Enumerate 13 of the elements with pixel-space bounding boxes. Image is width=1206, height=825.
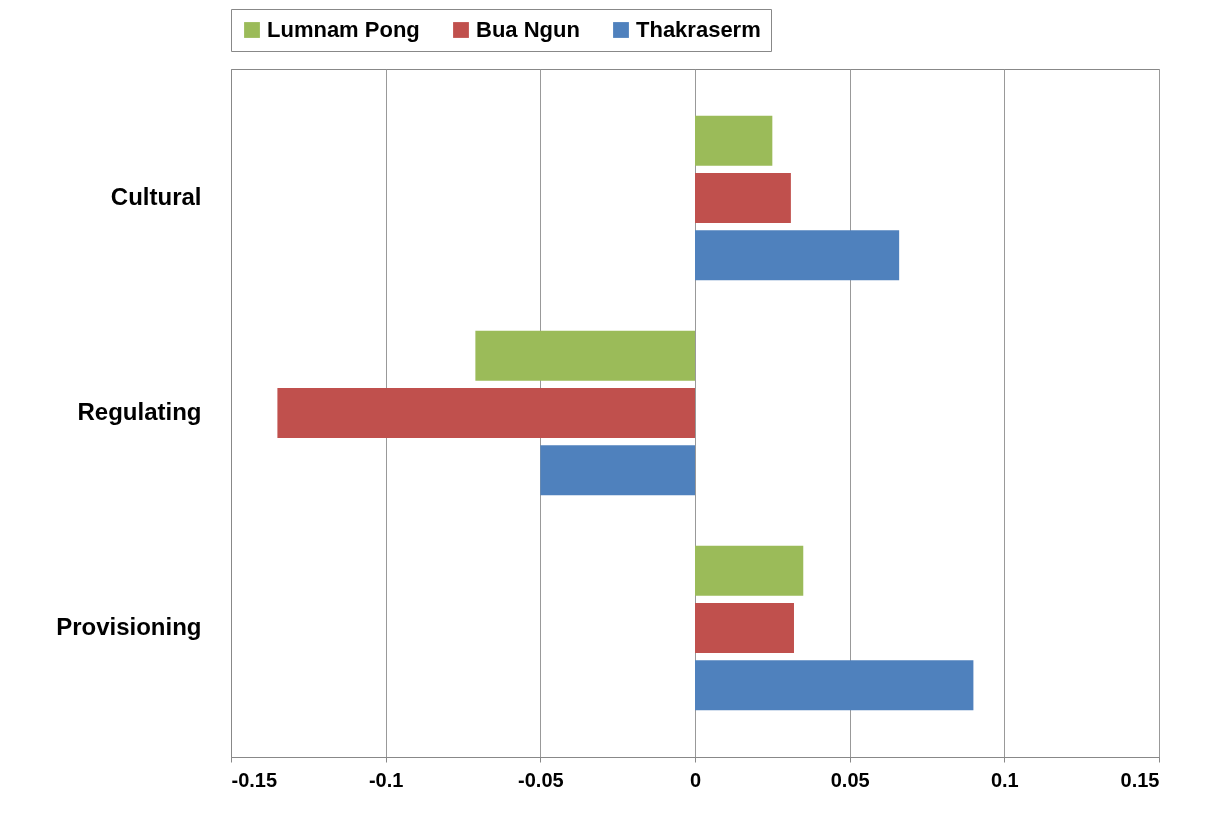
x-tick-label: -0.1 [368,768,404,791]
x-tick-label: -0.05 [518,768,564,791]
legend-label: Lumnam Pong [267,17,420,42]
y-tick-label: Cultural [110,183,202,210]
x-tick-label: 0.15 [1120,768,1160,791]
legend-label: Bua Ngun [476,17,580,42]
y-tick-label: Provisioning [56,613,202,640]
y-tick-label: Regulating [77,398,202,425]
x-tick-label: 0 [689,768,702,791]
x-tick-label: 0.05 [830,768,870,791]
x-tick-label: 0.1 [990,768,1019,791]
legend-label: Thakraserm [636,17,761,42]
x-tick-label: -0.15 [231,768,278,791]
